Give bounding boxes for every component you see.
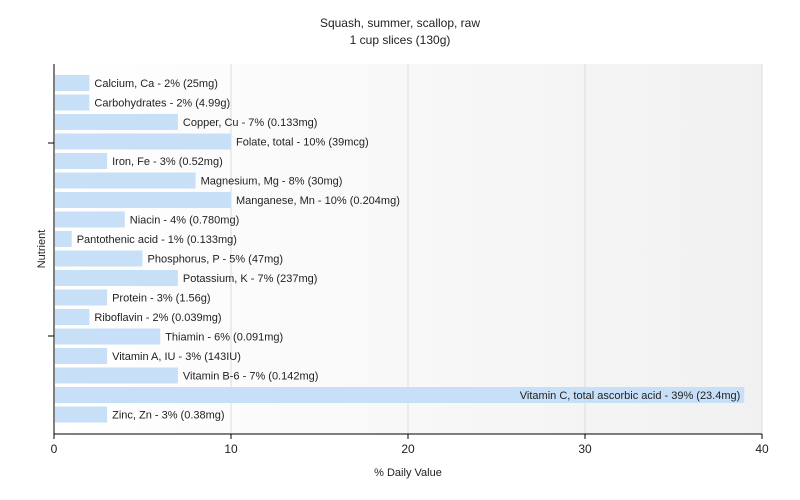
bar	[55, 153, 108, 169]
x-tick-label: 0	[51, 442, 58, 456]
bar-label: Copper, Cu - 7% (0.133mg)	[183, 117, 318, 129]
y-axis-label: Nutrient	[36, 230, 48, 269]
bar	[55, 192, 231, 208]
bar	[55, 270, 178, 286]
bar	[55, 250, 143, 267]
chart-title: Squash, summer, scallop, raw	[320, 16, 480, 30]
bar-label: Magnesium, Mg - 8% (30mg)	[201, 176, 343, 188]
bar	[55, 172, 196, 189]
bar	[55, 328, 161, 345]
bars: Calcium, Ca - 2% (25mg) Carbohydrates - 2…	[55, 75, 745, 423]
bar-label: Thiamin - 6% (0.091mg)	[165, 332, 283, 344]
bar-label: Pantothenic acid - 1% (0.133mg)	[77, 234, 237, 246]
bar	[55, 133, 231, 150]
bar	[55, 211, 125, 228]
bar-label: Folate, total - 10% (39mcg)	[236, 137, 369, 149]
bar	[55, 94, 90, 111]
x-axis-ticks: 0 10 20 30 40	[51, 434, 769, 456]
x-axis-label: % Daily Value	[374, 467, 442, 479]
bar-label: Zinc, Zn - 3% (0.38mg)	[112, 410, 224, 422]
bar-label: Iron, Fe - 3% (0.52mg)	[112, 156, 223, 168]
x-tick-label: 10	[224, 442, 238, 456]
bar-label: Carbohydrates - 2% (4.99g)	[94, 98, 230, 110]
bar-label: Phosphorus, P - 5% (47mg)	[148, 254, 284, 266]
bar	[55, 348, 108, 364]
x-tick-label: 30	[578, 442, 592, 456]
bar	[55, 114, 178, 130]
bar-label: Vitamin B-6 - 7% (0.142mg)	[183, 371, 319, 383]
bar	[55, 387, 745, 403]
bar	[55, 309, 90, 325]
bar-label: Potassium, K - 7% (237mg)	[183, 273, 318, 285]
x-tick-label: 40	[755, 442, 769, 456]
bar-label: Vitamin A, IU - 3% (143IU)	[112, 351, 241, 363]
bar-label: Manganese, Mn - 10% (0.204mg)	[236, 195, 400, 207]
x-tick-label: 20	[401, 442, 415, 456]
bar	[55, 367, 178, 384]
bar-label: Vitamin C, total ascorbic acid - 39% (23…	[520, 390, 741, 402]
bar	[55, 406, 108, 423]
bar-label: Calcium, Ca - 2% (25mg)	[94, 78, 217, 90]
gridlines	[230, 64, 763, 434]
bar	[55, 289, 108, 306]
chart-subtitle: 1 cup slices (130g)	[350, 33, 451, 47]
bar	[55, 75, 90, 91]
bar-label: Riboflavin - 2% (0.039mg)	[94, 312, 221, 324]
bar	[55, 231, 72, 247]
bar-label: Protein - 3% (1.56g)	[112, 293, 210, 305]
bar-label: Niacin - 4% (0.780mg)	[130, 215, 239, 227]
